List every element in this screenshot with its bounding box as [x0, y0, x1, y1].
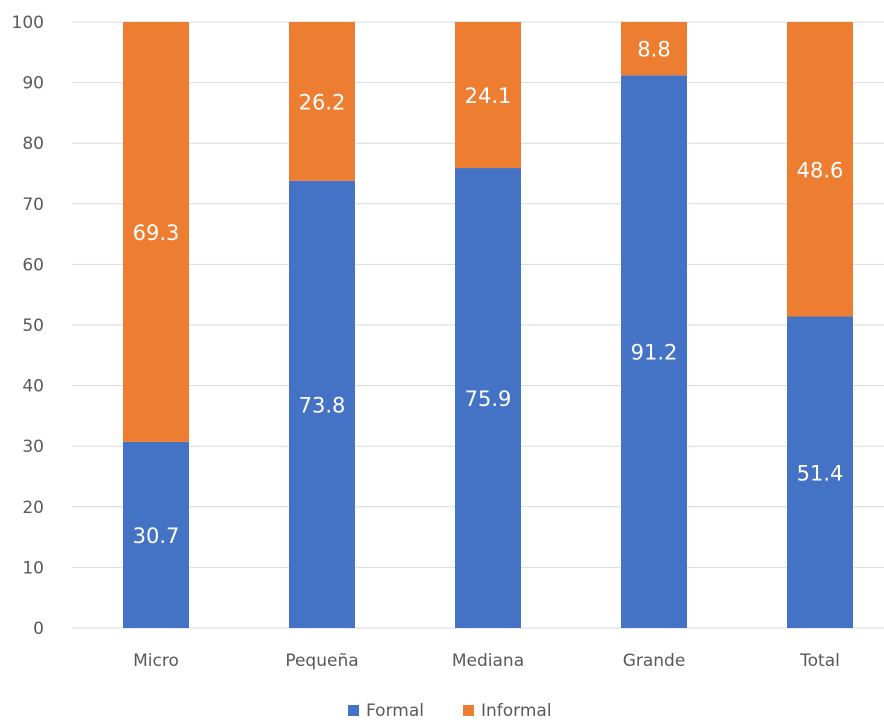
y-tick-label: 90	[22, 74, 44, 94]
data-label-formal: 73.8	[299, 393, 346, 417]
bar-informal-grande	[621, 22, 687, 76]
legend: Formal Informal	[348, 701, 552, 721]
x-axis-categories: Micro Pequeña Mediana Grande Total	[133, 651, 840, 671]
x-category-label: Mediana	[452, 651, 524, 671]
data-label-formal: 51.4	[797, 461, 844, 485]
y-tick-label: 70	[22, 195, 44, 215]
bars	[123, 22, 853, 628]
data-label-informal: 24.1	[465, 84, 512, 108]
x-category-label: Pequeña	[285, 651, 358, 671]
y-tick-label: 100	[12, 13, 44, 33]
data-label-formal: 75.9	[465, 387, 512, 411]
bar-formal-pequeña	[289, 180, 355, 628]
data-label-informal: 69.3	[133, 221, 180, 245]
data-label-informal: 26.2	[299, 90, 346, 114]
legend-label-formal: Formal	[366, 701, 424, 721]
bar-informal-micro	[123, 22, 189, 442]
y-tick-label: 50	[22, 316, 44, 336]
data-label-formal: 30.7	[133, 524, 180, 548]
legend-label-informal: Informal	[481, 701, 552, 721]
y-tick-label: 40	[22, 377, 44, 397]
bar-formal-mediana	[455, 168, 521, 628]
legend-swatch-informal	[463, 705, 474, 716]
y-tick-label: 20	[22, 498, 44, 518]
bar-formal-grande	[621, 75, 687, 628]
y-tick-label: 80	[22, 134, 44, 154]
data-label-informal: 8.8	[637, 38, 670, 62]
x-category-label: Grande	[623, 651, 686, 671]
bar-informal-pequeña	[289, 22, 355, 181]
y-tick-label: 30	[22, 437, 44, 457]
y-tick-label: 0	[33, 619, 44, 639]
x-category-label: Micro	[133, 651, 179, 671]
bar-formal-total	[787, 316, 853, 628]
y-axis-ticks: 0 10 20 30 40 50 60 70 80 90 100	[12, 13, 44, 639]
bar-formal-micro	[123, 441, 189, 628]
bar-informal-mediana	[455, 22, 521, 169]
y-tick-label: 60	[22, 255, 44, 275]
y-tick-label: 10	[22, 558, 44, 578]
legend-swatch-formal	[348, 705, 359, 716]
data-labels: 30.7 69.3 73.8 26.2 75.9 24.1 91.2 8.8 51.4 48.6	[133, 38, 844, 548]
x-category-label: Total	[799, 651, 840, 671]
bar-informal-total	[787, 22, 853, 317]
data-label-formal: 91.2	[631, 341, 678, 365]
data-label-informal: 48.6	[797, 158, 844, 182]
